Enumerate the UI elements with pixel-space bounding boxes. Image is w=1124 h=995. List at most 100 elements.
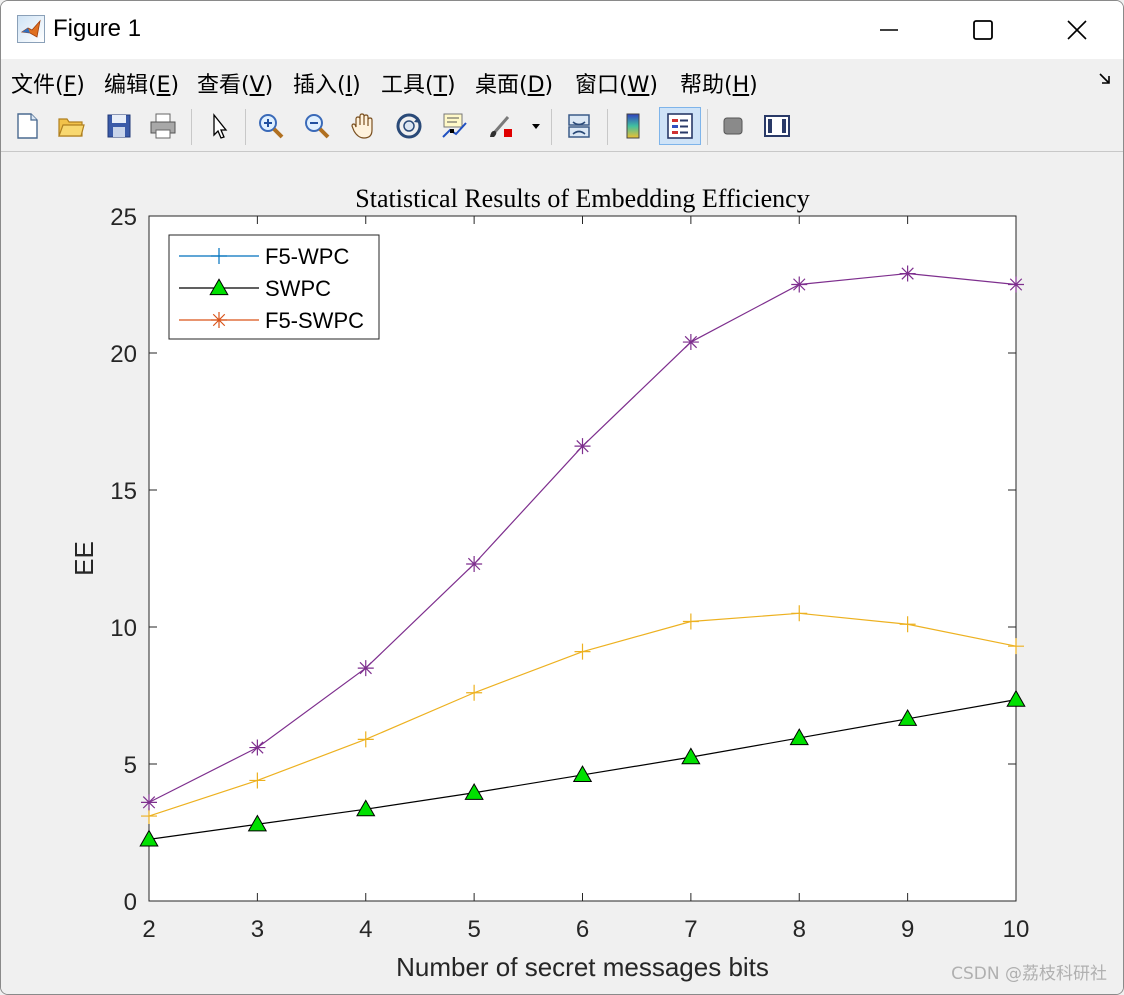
y-tick-label: 5	[124, 752, 137, 779]
show-plot-tools-button[interactable]	[759, 107, 795, 145]
x-tick-label: 3	[251, 916, 264, 943]
maximize-button[interactable]	[953, 9, 1013, 51]
data-point-swpc	[464, 782, 484, 800]
menu-help[interactable]: 帮助(H)	[680, 73, 758, 98]
data-point-f5-swpc	[141, 794, 157, 811]
data-point-f5-wpc	[1008, 638, 1024, 655]
dock-arrow-icon[interactable]	[1097, 71, 1113, 91]
menu-insert[interactable]: 插入(I)	[293, 73, 361, 98]
data-point-f5-swpc	[249, 739, 266, 756]
save-icon	[107, 114, 131, 138]
link-plot-button[interactable]	[561, 107, 597, 145]
line-chart: 2 3 4 5 6 7 8 9 10 0 5 10 15 20 25 Statistical Results …	[69, 184, 1030, 982]
legend-label: F5-WPC	[265, 244, 349, 269]
data-point-f5-wpc	[791, 605, 808, 622]
window-title: Figure 1	[53, 15, 142, 42]
y-tick-label: 0	[124, 889, 137, 916]
chart-title: Statistical Results of Embedding Efficie…	[355, 184, 809, 213]
data-point-f5-swpc	[899, 265, 916, 282]
minimize-icon	[880, 29, 898, 31]
x-tick-label: 2	[142, 916, 155, 943]
pointer-icon	[213, 113, 228, 139]
y-tick-label: 10	[110, 615, 137, 642]
x-tick-label: 7	[684, 916, 697, 943]
data-cursor-icon	[442, 113, 467, 138]
data-point-f5-wpc	[141, 808, 157, 825]
rotate-3d-icon	[396, 113, 422, 139]
legend-box	[168, 234, 380, 340]
figure-canvas: 2 3 4 5 6 7 8 9 10 0 5 10 15 20 25 Statistical Results …	[1, 152, 1123, 994]
save-button[interactable]	[101, 107, 137, 145]
hide-plot-tools-icon	[723, 117, 743, 135]
title-bar: Figure 1	[1, 1, 1123, 59]
zoom-out-button[interactable]	[299, 107, 335, 145]
data-point-f5-swpc	[682, 334, 699, 351]
toolbar-separator	[607, 109, 608, 145]
brush-dropdown[interactable]	[525, 107, 547, 145]
toolbar-separator	[245, 109, 246, 145]
y-tick-label: 15	[110, 478, 137, 505]
toolbar-separator	[191, 109, 192, 145]
open-folder-icon	[58, 118, 85, 137]
new-file-icon	[17, 113, 38, 139]
open-button[interactable]	[53, 107, 89, 145]
data-point-f5-wpc	[466, 684, 483, 701]
menu-edit[interactable]: 编辑(E)	[104, 73, 180, 98]
data-cursor-button[interactable]	[437, 107, 473, 145]
zoom-out-icon	[305, 114, 330, 139]
pan-hand-icon	[351, 113, 373, 139]
brush-icon	[490, 116, 512, 137]
data-point-swpc	[356, 799, 376, 817]
data-point-f5-wpc	[682, 613, 699, 630]
data-point-f5-wpc	[249, 772, 266, 789]
minimize-button[interactable]	[859, 9, 919, 51]
hide-plot-tools-button[interactable]	[715, 107, 751, 145]
menu-file[interactable]: 文件(F)	[11, 73, 85, 98]
data-point-f5-swpc	[791, 276, 808, 293]
pointer-button[interactable]	[201, 107, 237, 145]
show-plot-tools-icon	[764, 115, 790, 137]
menu-tools[interactable]: 工具(T)	[381, 73, 456, 98]
data-point-swpc	[139, 829, 159, 847]
data-point-f5-swpc	[574, 438, 591, 455]
zoom-in-icon	[259, 114, 284, 139]
print-button[interactable]	[145, 107, 181, 145]
rotate-button[interactable]	[391, 107, 427, 145]
y-tick-label: 25	[110, 204, 137, 231]
menu-window[interactable]: 窗口(W)	[575, 73, 658, 98]
menu-bar: 文件(F) 编辑(E) 查看(V) 插入(I) 工具(T) 桌面(D) 窗口(W…	[1, 59, 1123, 101]
close-icon	[1067, 20, 1087, 40]
x-tick-label: 5	[467, 916, 480, 943]
data-point-swpc	[247, 814, 268, 832]
close-button[interactable]	[1047, 9, 1107, 51]
print-icon	[150, 113, 176, 139]
colorbar-button[interactable]	[615, 107, 651, 145]
x-tick-label: 9	[901, 916, 914, 943]
x-tick-label: 4	[359, 916, 372, 943]
menu-desktop[interactable]: 桌面(D)	[475, 73, 554, 98]
data-point-swpc	[681, 747, 701, 765]
brush-button[interactable]	[483, 107, 519, 145]
x-tick-label: 10	[1003, 916, 1030, 943]
legend-label: SWPC	[265, 276, 331, 301]
data-point-f5-swpc	[1008, 276, 1024, 293]
y-axis-label: EE	[69, 541, 99, 576]
toolbar-separator	[707, 109, 708, 145]
legend-button[interactable]	[659, 107, 701, 145]
data-point-swpc	[1006, 689, 1026, 707]
x-tick-label: 8	[793, 916, 806, 943]
data-point-f5-swpc	[357, 660, 374, 677]
legend-label: F5-SWPC	[265, 308, 364, 333]
data-point-f5-wpc	[574, 643, 591, 660]
menu-view[interactable]: 查看(V)	[197, 73, 274, 98]
pan-button[interactable]	[345, 107, 381, 145]
colorbar-icon	[626, 113, 640, 139]
data-point-swpc	[572, 765, 593, 783]
zoom-in-button[interactable]	[253, 107, 289, 145]
new-file-button[interactable]	[9, 107, 45, 145]
data-point-f5-wpc	[357, 731, 374, 748]
y-tick-label: 20	[110, 341, 137, 368]
maximize-icon	[973, 20, 993, 40]
toolbar	[1, 101, 1123, 152]
